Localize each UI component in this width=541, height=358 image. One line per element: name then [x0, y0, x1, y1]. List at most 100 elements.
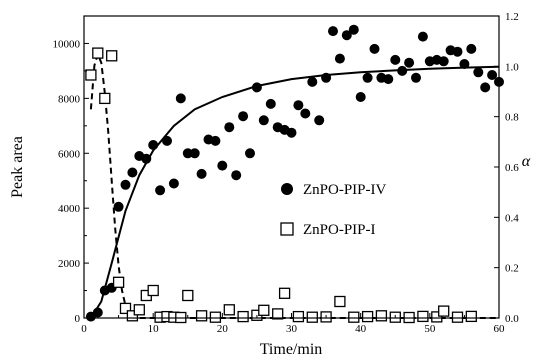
data-point-series-1: [120, 179, 131, 190]
data-point-series-1: [251, 82, 262, 93]
data-point-series-1: [92, 307, 103, 318]
data-point-series-2: [99, 92, 111, 105]
x-tick-label: 30: [286, 323, 298, 335]
data-point-series-1: [341, 30, 352, 41]
y-axis-title-left: Peak area: [9, 136, 26, 198]
data-point-series-1: [307, 76, 318, 87]
data-point-series-1: [459, 59, 470, 69]
fit-lines: [89, 51, 500, 319]
data-point-series-1: [148, 140, 159, 150]
data-point-series-1: [127, 167, 138, 178]
data-point-series-1: [473, 67, 484, 78]
y-tick-label-right: 1.2: [505, 11, 519, 23]
data-point-series-2: [258, 304, 270, 316]
x-axis-title: Time/min: [260, 341, 323, 358]
y-tick-label-left: 6000: [58, 148, 81, 160]
data-point-series-2: [438, 305, 450, 317]
data-point-series-1: [334, 53, 345, 64]
data-point-series-1: [417, 31, 428, 42]
data-point-series-1: [245, 148, 255, 159]
data-point-series-2: [465, 310, 477, 323]
data-point-series-2: [348, 311, 360, 323]
x-tick-label: 60: [494, 323, 506, 335]
legend-label-series-1: ZnPO-PIP-IV: [303, 182, 387, 198]
data-point-series-1: [217, 160, 228, 171]
y-tick-label-right: 0.4: [505, 212, 519, 224]
data-point-series-1: [314, 115, 325, 126]
data-point-series-1: [404, 57, 415, 68]
data-point-series-1: [397, 65, 408, 76]
axis-ticks: 0 10 20 30 40 50 60 0 2000 4000 6000 8000 10000 0.0 0.…: [53, 11, 520, 335]
data-point-series-1: [258, 115, 269, 126]
data-point-series-1: [141, 153, 152, 164]
legend: ZnPO-PIP-IV ZnPO-PIP-I: [280, 182, 387, 238]
y-tick-label-left: 2000: [58, 258, 81, 270]
data-point-series-1: [328, 26, 338, 37]
data-point-series-2: [361, 310, 374, 323]
fit-line-2: [89, 51, 499, 319]
legend-marker-open-square: [280, 222, 294, 236]
y-tick-label-right: 0.8: [505, 112, 519, 124]
data-point-series-2: [112, 276, 125, 288]
data-point-series-1: [182, 148, 193, 159]
data-point-series-2: [223, 304, 235, 316]
x-tick-label: 50: [424, 323, 436, 335]
data-point-series-2: [334, 295, 346, 308]
x-tick-label: 0: [81, 323, 87, 335]
y-tick-label-right: 0.2: [505, 263, 519, 275]
y-tick-label-left: 0: [75, 313, 81, 325]
data-point-series-1: [438, 56, 449, 67]
legend-label-series-2: ZnPO-PIP-I: [303, 222, 376, 238]
data-point-series-2: [292, 310, 305, 323]
data-point-series-1: [390, 54, 401, 65]
y-tick-label-left: 10000: [53, 38, 81, 50]
x-tick-label: 10: [148, 323, 160, 335]
data-point-series-1: [162, 135, 172, 146]
y-tick-label-right: 0.6: [505, 162, 519, 174]
data-point-series-1: [411, 72, 421, 83]
data-point-series-1: [286, 127, 297, 138]
data-point-series-2: [92, 47, 104, 59]
data-point-series-2: [451, 311, 464, 323]
data-point-series-2: [417, 310, 429, 323]
data-point-series-2: [306, 311, 318, 323]
data-point-series-2: [195, 310, 208, 322]
data-point-series-2: [106, 50, 118, 62]
data-point-series-1: [231, 170, 242, 181]
y-tick-label-left: 4000: [58, 203, 81, 215]
data-markers: [85, 24, 504, 324]
data-point-series-1: [175, 93, 186, 104]
data-point-series-1: [155, 185, 166, 196]
y-axis-title-right: α: [522, 153, 531, 170]
data-point-series-1: [362, 72, 373, 83]
data-point-series-1: [452, 46, 463, 57]
data-point-series-2: [147, 284, 159, 297]
data-point-series-2: [133, 304, 145, 316]
data-point-series-1: [321, 72, 332, 83]
data-point-series-2: [119, 302, 132, 315]
data-point-series-1: [487, 70, 498, 80]
data-point-series-2: [209, 311, 222, 323]
data-point-series-1: [355, 92, 366, 102]
data-point-series-1: [466, 43, 477, 54]
data-point-series-2: [431, 311, 443, 323]
data-point-series-1: [293, 100, 304, 111]
data-point-series-1: [300, 108, 311, 119]
data-point-series-1: [168, 178, 179, 189]
data-point-series-1: [224, 122, 235, 133]
data-point-series-2: [278, 287, 291, 299]
data-point-series-2: [375, 310, 388, 322]
y-tick-label-right: 1.0: [505, 61, 519, 73]
data-point-series-2: [85, 69, 97, 81]
data-point-series-1: [196, 168, 207, 179]
data-point-series-1: [265, 98, 276, 109]
data-point-series-1: [113, 201, 124, 212]
data-point-series-1: [238, 111, 249, 122]
data-point-series-2: [182, 289, 194, 302]
y-tick-label-left: 8000: [58, 93, 81, 105]
data-point-series-1: [189, 148, 200, 159]
x-tick-label: 20: [217, 323, 229, 335]
x-tick-label: 40: [355, 323, 367, 335]
data-point-series-2: [237, 310, 249, 323]
